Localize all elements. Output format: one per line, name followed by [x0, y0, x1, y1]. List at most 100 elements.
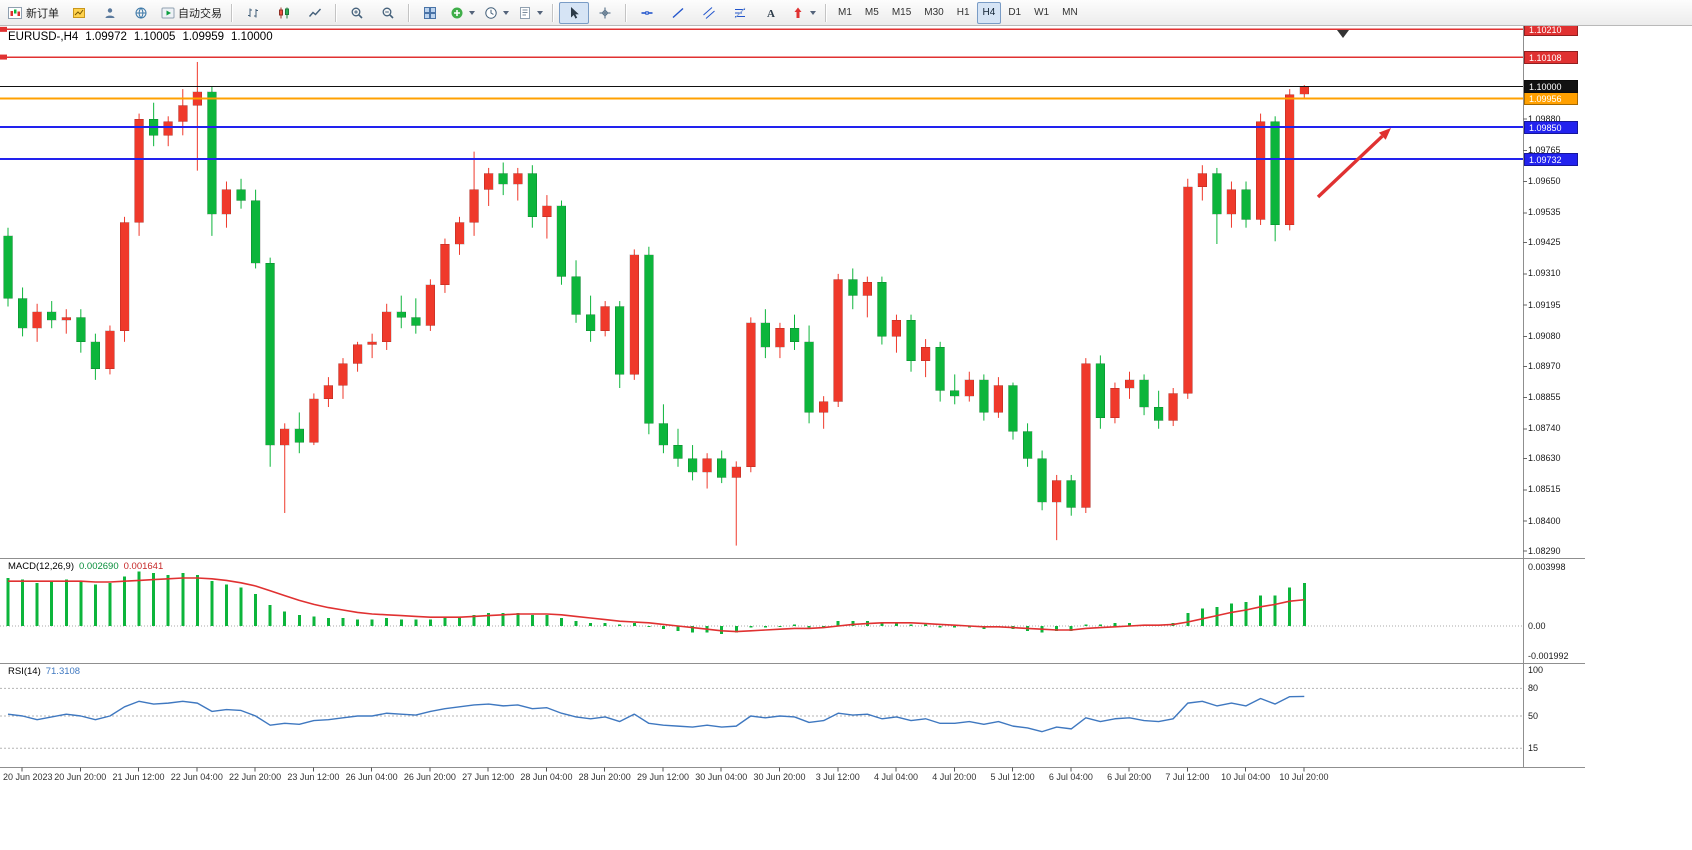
candle-body — [1139, 379, 1149, 408]
chevron-down-icon — [810, 10, 816, 15]
candle-body — [949, 390, 960, 397]
autotrade-button[interactable]: 自动交易 — [157, 2, 226, 24]
support-line-upper-price-badge[interactable]: 1.09850 — [1524, 120, 1578, 134]
macd-histogram-bar — [239, 587, 243, 626]
timeframe-m15[interactable]: M15 — [891, 7, 912, 18]
candle-body — [804, 341, 814, 413]
candle-body — [585, 314, 596, 332]
macd-histogram-bar — [545, 614, 549, 626]
bar-chart-icon — [246, 6, 260, 20]
candle-body — [1051, 480, 1062, 503]
time-axis-label: 7 Jul 12:00 — [1165, 772, 1210, 782]
symbol-timeframe-label: EURUSD-,H4 — [8, 31, 79, 43]
price-axis-label: 1.08855 — [1528, 392, 1561, 402]
time-axis-label: 27 Jun 12:00 — [462, 772, 515, 782]
macd-histogram-bar — [50, 581, 54, 626]
resistance-line-lower-handle[interactable] — [0, 54, 7, 60]
tile-windows-button[interactable] — [415, 2, 445, 24]
support-line-lower-price-badge[interactable]: 1.09732 — [1524, 152, 1578, 166]
candle-body — [367, 341, 377, 345]
chevron-down-icon — [503, 10, 509, 15]
macd-histogram-bar — [1244, 602, 1248, 626]
line-chart-button[interactable] — [300, 2, 330, 24]
macd-histogram-bar — [370, 619, 374, 626]
candle-body — [396, 311, 407, 318]
arrow-annotation-head[interactable] — [1378, 128, 1391, 140]
candle-body — [673, 444, 683, 459]
candle-body — [1212, 173, 1222, 215]
macd-histogram-bar — [836, 621, 840, 626]
timeframe-h4[interactable]: H4 — [976, 1, 1002, 24]
new-order-button[interactable]: 新订单 — [4, 2, 63, 24]
chart-shift-marker[interactable] — [1337, 30, 1349, 38]
timeframe-d1[interactable]: D1 — [1008, 7, 1022, 18]
text-button[interactable]: A — [756, 2, 786, 24]
templates-button[interactable] — [514, 2, 547, 24]
candle-body — [265, 262, 275, 446]
price-axis-label: 1.08400 — [1528, 515, 1561, 526]
fibonacci-button[interactable] — [725, 2, 755, 24]
time-axis-label: 22 Jun 20:00 — [229, 772, 282, 782]
text-icon: A — [764, 6, 778, 20]
navigator-button[interactable] — [126, 2, 156, 24]
candle-body — [600, 306, 610, 332]
timeframe-m30[interactable]: M30 — [924, 7, 944, 18]
macd-histogram-bar — [894, 622, 898, 626]
candle-body — [440, 243, 450, 286]
arrow-annotation[interactable] — [1316, 134, 1384, 199]
tile-windows-icon — [423, 6, 437, 20]
macd-histogram-bar — [414, 619, 418, 626]
price-axis-label: 1.08630 — [1528, 453, 1561, 464]
candle-body — [323, 385, 334, 400]
trendline-button[interactable] — [663, 2, 693, 24]
channel-button[interactable] — [694, 2, 724, 24]
cursor-button[interactable] — [559, 1, 589, 24]
macd-histogram-bar — [64, 579, 68, 626]
crosshair-button[interactable] — [590, 2, 620, 24]
macd-histogram-bar — [93, 584, 97, 626]
timeframe-m1[interactable]: M1 — [838, 7, 852, 18]
price-axis-label: 1.09650 — [1528, 176, 1561, 186]
chart-window-button[interactable] — [64, 2, 94, 24]
candle-body — [207, 91, 217, 215]
template-icon — [518, 6, 532, 20]
candle-body — [236, 189, 246, 201]
rsi-value: 71.3108 — [45, 666, 81, 677]
horizontal-line-button[interactable] — [632, 2, 662, 24]
resistance-line-lower-price-badge[interactable]: 1.10108 — [1524, 50, 1578, 64]
candle-body — [556, 205, 567, 277]
timeframe-w1[interactable]: W1 — [1034, 7, 1050, 18]
price-axis-label: 1.09080 — [1528, 330, 1561, 341]
candle-body — [1226, 189, 1237, 215]
candle-body — [614, 306, 625, 375]
rsi-title: RSI(14) — [8, 666, 41, 677]
macd-histogram-bar — [79, 581, 83, 626]
candle-body — [513, 173, 523, 185]
open-value: 1.09972 — [85, 31, 127, 43]
candle-body — [746, 322, 756, 468]
timeframe-m5[interactable]: M5 — [864, 7, 879, 18]
candlestick-chart-button[interactable] — [269, 2, 299, 24]
time-axis-label: 28 Jun 20:00 — [578, 772, 631, 782]
candle-body — [1183, 186, 1193, 394]
macd-histogram-bar — [632, 622, 636, 626]
bar-chart-button[interactable] — [238, 2, 268, 24]
macd-histogram-bar — [1098, 624, 1102, 626]
macd-histogram-bar — [210, 581, 214, 626]
candle-body — [76, 317, 86, 343]
macd-histogram-bar — [1288, 587, 1292, 626]
zoom-out-button[interactable] — [373, 2, 403, 24]
chart-window-icon — [72, 6, 86, 20]
resistance-line-upper-handle[interactable] — [0, 26, 7, 32]
chevron-down-icon — [537, 10, 543, 15]
indicators-button[interactable] — [446, 2, 479, 24]
candle-body — [964, 379, 975, 397]
periods-button[interactable] — [480, 2, 513, 24]
timeframe-h1[interactable]: H1 — [956, 7, 970, 18]
zoom-in-button[interactable] — [342, 2, 372, 24]
arrows-button[interactable] — [787, 2, 820, 24]
timeframe-mn[interactable]: MN — [1062, 7, 1078, 18]
market-watch-button[interactable] — [95, 2, 125, 24]
low-value: 1.09959 — [182, 31, 225, 43]
